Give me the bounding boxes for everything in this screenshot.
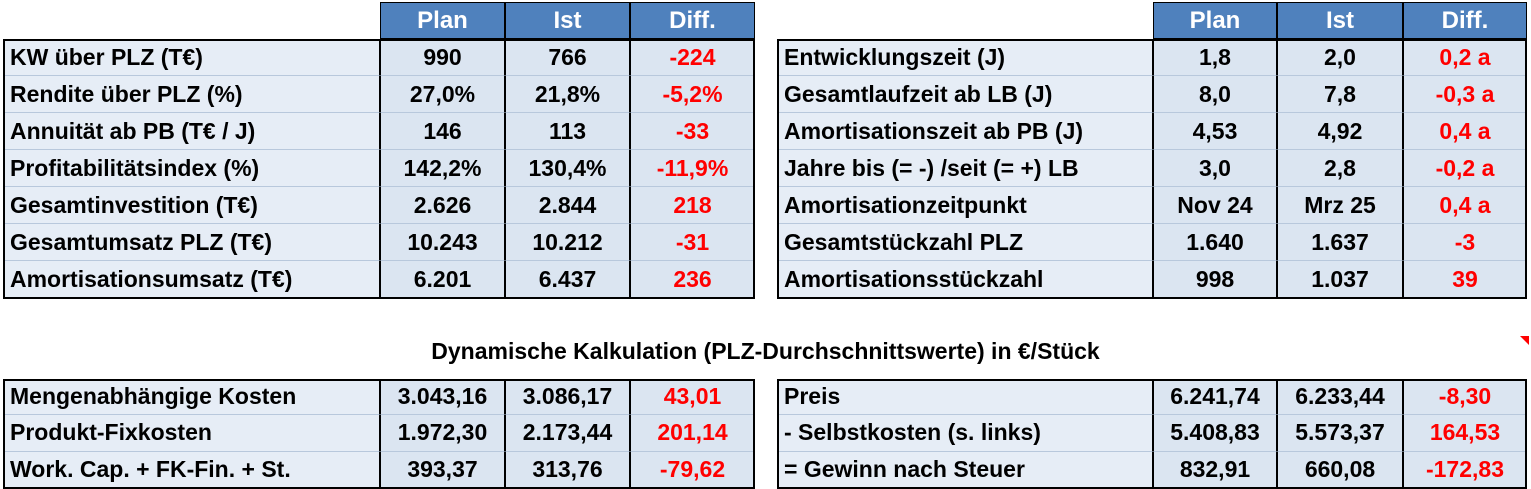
table-cell: -11,9% <box>630 150 755 187</box>
comment-marker <box>1520 336 1529 345</box>
row-label: Annuität ab PB (T€ / J) <box>3 113 380 150</box>
row-label: Gesamtumsatz PLZ (T€) <box>3 224 380 261</box>
table-cell: 6.241,74 <box>1153 379 1277 416</box>
table-cell: 8,0 <box>1153 76 1277 113</box>
table-cell: 7,8 <box>1277 76 1403 113</box>
row-label: Amortisationzeitpunkt <box>777 187 1153 224</box>
row-label: - Selbstkosten (s. links) <box>777 415 1153 452</box>
table-cell: 146 <box>380 113 505 150</box>
table-cell: 236 <box>630 261 755 298</box>
table-cell: 43,01 <box>630 379 755 416</box>
row-label: Amortisationsumsatz (T€) <box>3 261 380 298</box>
table-cell: 998 <box>1153 261 1277 298</box>
table-cell: 10.243 <box>380 224 505 261</box>
table-cell: 201,14 <box>630 415 755 452</box>
row-label: KW über PLZ (T€) <box>3 39 380 76</box>
table-cell: 3.086,17 <box>505 379 630 416</box>
table-cell: 21,8% <box>505 76 630 113</box>
row-label: Preis <box>777 379 1153 416</box>
column-header: Ist <box>505 2 630 39</box>
column-header: Plan <box>1153 2 1277 39</box>
row-label: Amortisationszeit ab PB (J) <box>777 113 1153 150</box>
column-header: Diff. <box>1403 2 1527 39</box>
row-label: Rendite über PLZ (%) <box>3 76 380 113</box>
table-cell: 1.637 <box>1277 224 1403 261</box>
table-cell: 164,53 <box>1403 415 1527 452</box>
table-cell: 5.408,83 <box>1153 415 1277 452</box>
table-cell: 1.640 <box>1153 224 1277 261</box>
table-cell: -0,2 a <box>1403 150 1527 187</box>
table-cell: Nov 24 <box>1153 187 1277 224</box>
table-cell: 2.626 <box>380 187 505 224</box>
column-header: Ist <box>1277 2 1403 39</box>
row-label: Entwicklungszeit (J) <box>777 39 1153 76</box>
table-cell: Mrz 25 <box>1277 187 1403 224</box>
table-cell: 1.037 <box>1277 261 1403 298</box>
table-cell: 4,53 <box>1153 113 1277 150</box>
table-cell: -79,62 <box>630 451 755 488</box>
table-cell: 2,8 <box>1277 150 1403 187</box>
row-label: = Gewinn nach Steuer <box>777 451 1153 488</box>
row-label: Mengenabhängige Kosten <box>3 379 380 416</box>
table-cell: -8,30 <box>1403 379 1527 416</box>
table-cell: 39 <box>1403 261 1527 298</box>
table-cell: 218 <box>630 187 755 224</box>
table-cell: 313,76 <box>505 451 630 488</box>
table-cell: 6.437 <box>505 261 630 298</box>
table-cell: 6.201 <box>380 261 505 298</box>
table-cell: -172,83 <box>1403 451 1527 488</box>
row-label: Profitabilitätsindex (%) <box>3 150 380 187</box>
table-cell: 0,2 a <box>1403 39 1527 76</box>
column-header: Plan <box>380 2 505 39</box>
table-cell: 990 <box>380 39 505 76</box>
table-cell: -31 <box>630 224 755 261</box>
row-label: Amortisationsstückzahl <box>777 261 1153 298</box>
row-label: Produkt-Fixkosten <box>3 415 380 452</box>
table-cell: 6.233,44 <box>1277 379 1403 416</box>
table-cell: 832,91 <box>1153 451 1277 488</box>
table-cell: 0,4 a <box>1403 113 1527 150</box>
column-header: Diff. <box>630 2 755 39</box>
row-label: Gesamtstückzahl PLZ <box>777 224 1153 261</box>
table-cell: 142,2% <box>380 150 505 187</box>
table-cell: 393,37 <box>380 451 505 488</box>
table-cell: -224 <box>630 39 755 76</box>
table-cell: 1,8 <box>1153 39 1277 76</box>
row-label: Jahre bis (= -) /seit (= +) LB <box>777 150 1153 187</box>
table-cell: -0,3 a <box>1403 76 1527 113</box>
table-cell: 0,4 a <box>1403 187 1527 224</box>
table-cell: 2.173,44 <box>505 415 630 452</box>
row-label: Work. Cap. + FK-Fin. + St. <box>3 451 380 488</box>
table-cell: 2.844 <box>505 187 630 224</box>
table-cell: -33 <box>630 113 755 150</box>
section-title: Dynamische Kalkulation (PLZ-Durchschnitt… <box>431 338 1100 364</box>
table-cell: 27,0% <box>380 76 505 113</box>
table-cell: 2,0 <box>1277 39 1403 76</box>
table-cell: 130,4% <box>505 150 630 187</box>
table-cell: -5,2% <box>630 76 755 113</box>
table-cell: 1.972,30 <box>380 415 505 452</box>
table-cell: 113 <box>505 113 630 150</box>
table-cell: -3 <box>1403 224 1527 261</box>
row-label: Gesamtinvestition (T€) <box>3 187 380 224</box>
table-cell: 5.573,37 <box>1277 415 1403 452</box>
table-cell: 3.043,16 <box>380 379 505 416</box>
table-cell: 660,08 <box>1277 451 1403 488</box>
table-cell: 10.212 <box>505 224 630 261</box>
table-cell: 4,92 <box>1277 113 1403 150</box>
table-cell: 766 <box>505 39 630 76</box>
row-label: Gesamtlaufzeit ab LB (J) <box>777 76 1153 113</box>
table-cell: 3,0 <box>1153 150 1277 187</box>
